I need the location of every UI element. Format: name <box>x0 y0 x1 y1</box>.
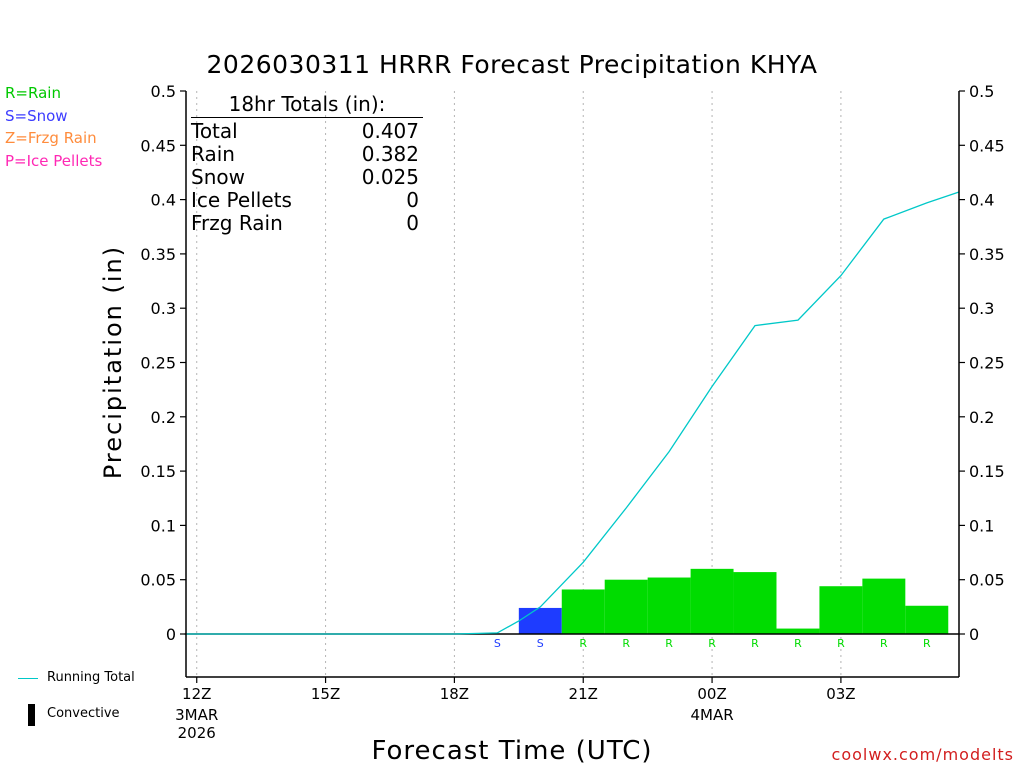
y-tick-label: 0.3 <box>151 299 176 318</box>
y-tick-label-right: 0.15 <box>969 462 1005 481</box>
x-tick-sublabel: 4MAR <box>690 706 733 724</box>
y-tick-label-right: 0.5 <box>969 82 994 101</box>
totals-row: Total 0.407 <box>191 120 423 143</box>
y-tick-label-right: 0.2 <box>969 408 994 427</box>
totals-value: 0.382 <box>361 142 419 166</box>
y-tick-label-right: 0.45 <box>969 136 1005 155</box>
running-total-line <box>186 191 960 635</box>
legend-freezing-rain: Z=Frzg Rain <box>5 129 97 147</box>
precip-bar <box>690 568 734 634</box>
y-tick-label: 0.1 <box>151 516 176 535</box>
x-axis-label: Forecast Time (UTC) <box>371 736 653 766</box>
totals-title: 18hr Totals (in): <box>191 93 423 118</box>
precip-type-legend: R=Rain S=Snow Z=Frzg Rain P=Ice Pellets <box>5 82 102 172</box>
running-total-swatch <box>18 678 38 679</box>
totals-row: Frzg Rain 0 <box>191 212 423 235</box>
precip-type-marker: R <box>622 637 630 650</box>
precip-type-marker: R <box>923 637 931 650</box>
convective-label: Convective <box>47 706 120 721</box>
y-tick-label: 0.5 <box>151 82 176 101</box>
totals-label: Total <box>191 119 238 143</box>
totals-label: Snow <box>191 165 245 189</box>
totals-value: 0.407 <box>361 119 419 143</box>
running-total-label: Running Total <box>47 670 135 685</box>
totals-value: 0 <box>406 188 419 212</box>
totals-label: Frzg Rain <box>191 211 283 235</box>
precip-type-marker: R <box>880 637 888 650</box>
y-tick-label: 0.4 <box>151 191 176 210</box>
precip-type-marker: R <box>794 637 802 650</box>
y-tick-label-right: 0.35 <box>969 245 1005 264</box>
precip-bar <box>647 577 691 634</box>
y-tick-label-right: 0 <box>969 625 979 644</box>
precip-type-marker: R <box>751 637 759 650</box>
x-tick-label: 15Z <box>311 685 340 703</box>
y-tick-label: 0 <box>166 625 176 644</box>
precip-bar <box>604 579 648 634</box>
totals-value: 0 <box>406 211 419 235</box>
precip-bar <box>518 607 562 634</box>
legend-ice-pellets: P=Ice Pellets <box>5 151 103 170</box>
totals-value: 0.025 <box>361 165 419 189</box>
x-tick-sublabel: 2026 <box>178 724 216 742</box>
precip-type-marker: R <box>579 637 587 650</box>
x-tick-label: 12Z <box>182 685 211 703</box>
x-tick-label: 18Z <box>440 685 469 703</box>
precip-type-marker: S <box>494 637 501 650</box>
x-tick-label: 03Z <box>826 685 855 703</box>
precip-type-marker: R <box>665 637 673 650</box>
totals-label: Ice Pellets <box>191 188 292 212</box>
convective-swatch <box>28 704 35 726</box>
y-tick-label-right: 0.25 <box>969 354 1005 373</box>
chart-title: 2026030311 HRRR Forecast Precipitation K… <box>206 50 818 79</box>
y-tick-label-right: 0.1 <box>969 516 994 535</box>
precip-type-marker: S <box>537 637 544 650</box>
x-tick-label: 21Z <box>569 685 598 703</box>
y-tick-label-right: 0.05 <box>969 571 1005 590</box>
x-tick-sublabel: 3MAR <box>175 706 218 724</box>
precip-type-marker: R <box>708 637 716 650</box>
totals-box: 18hr Totals (in): Total 0.407 Rain 0.382… <box>191 93 423 235</box>
precip-bar <box>862 578 906 634</box>
legend-rain: R=Rain <box>5 84 61 102</box>
y-tick-label-right: 0.3 <box>969 299 994 318</box>
y-axis-label: Precipitation (in) <box>99 244 127 480</box>
precip-type-marker: R <box>837 637 845 650</box>
y-tick-label-right: 0.4 <box>969 191 994 210</box>
legend-snow: S=Snow <box>5 106 68 125</box>
credit-text: coolwx.com/modelts <box>831 745 1014 764</box>
precip-bar <box>776 628 820 634</box>
totals-row: Snow 0.025 <box>191 166 423 189</box>
y-tick-label: 0.05 <box>140 571 176 590</box>
precip-bar <box>561 589 605 634</box>
precip-bar <box>819 586 863 634</box>
x-tick-label: 00Z <box>697 685 726 703</box>
totals-row: Ice Pellets 0 <box>191 189 423 212</box>
y-tick-label: 0.2 <box>151 408 176 427</box>
y-tick-label: 0.15 <box>140 462 176 481</box>
y-tick-label: 0.25 <box>140 354 176 373</box>
precip-bar <box>905 605 949 634</box>
totals-label: Rain <box>191 142 235 166</box>
y-tick-label: 0.35 <box>140 245 176 264</box>
totals-row: Rain 0.382 <box>191 143 423 166</box>
y-tick-label: 0.45 <box>140 136 176 155</box>
precip-bar <box>733 572 777 634</box>
